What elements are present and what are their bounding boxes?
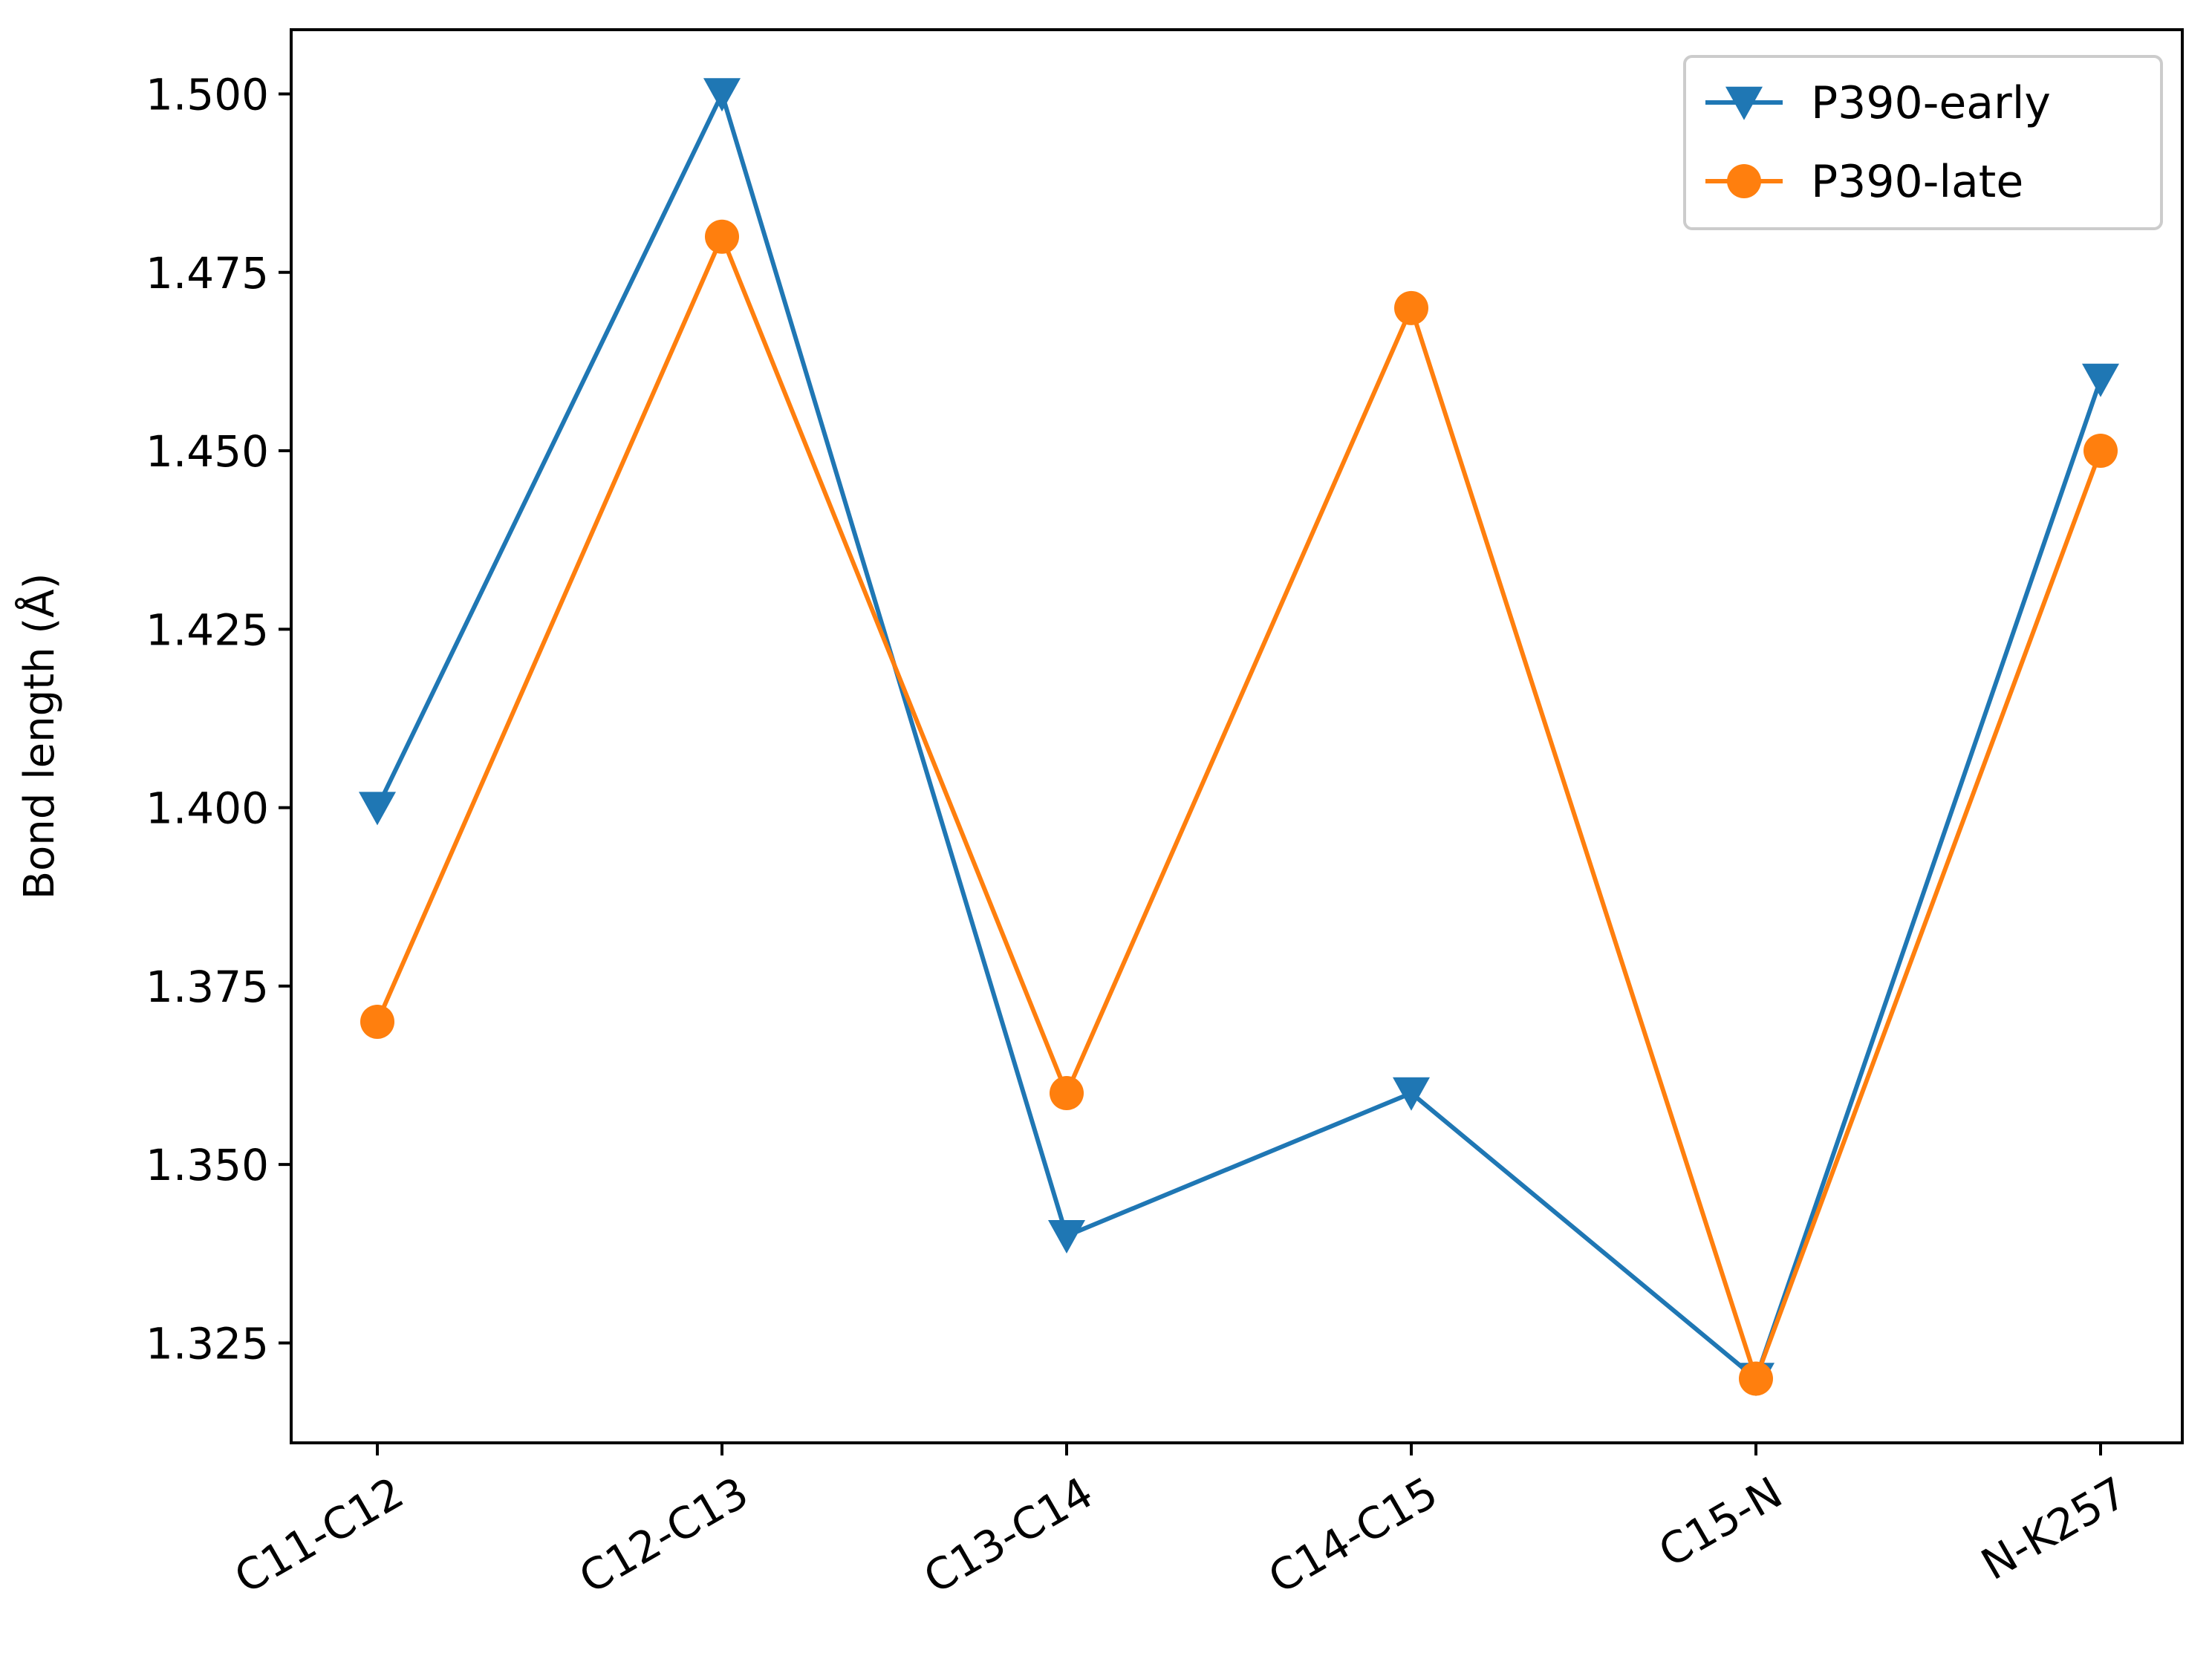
data-point [360,1004,394,1039]
y-tick-label: 1.325 [146,1318,269,1369]
series-line [375,88,2103,1383]
y-tick-label: 1.500 [146,70,269,120]
data-point [359,792,396,826]
y-axis-label: Bond length (Å) [15,573,64,900]
legend: P390-early P390-late [1683,55,2163,230]
data-point [1048,1220,1085,1254]
data-point [1739,1361,1773,1396]
legend-label: P390-early [1811,77,2051,129]
data-point [705,219,739,254]
series-layer [359,78,2119,1397]
y-tick-label: 1.375 [146,962,269,1012]
y-axis-ticks: 1.325 1.350 1.375 1.400 1.425 1.450 1.475 1.500 [146,70,291,1369]
data-point [703,78,741,112]
series-line [375,230,2103,1386]
y-tick-label: 1.475 [146,248,269,299]
data-point [1394,290,1428,325]
y-tick-label: 1.400 [146,783,269,834]
legend-box [1683,55,2163,230]
legend-marker [1727,164,1761,198]
legend-label: P390-late [1811,156,2023,208]
legend-marker [1725,86,1763,120]
plot-frame [290,28,2184,1444]
y-tick-label: 1.425 [146,604,269,655]
y-tick-label: 1.350 [146,1140,269,1190]
series-P390-late [360,219,2118,1396]
data-point [1393,1077,1430,1111]
data-point [2083,434,2118,469]
y-tick-label: 1.450 [146,426,269,477]
data-point [1050,1076,1084,1111]
data-point [2082,363,2119,397]
